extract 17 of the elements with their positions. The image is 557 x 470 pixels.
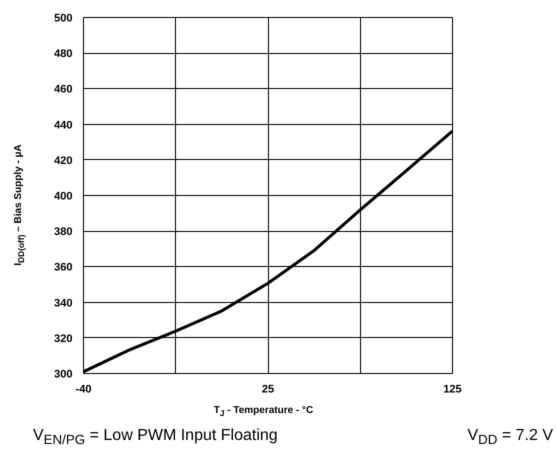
x-tick-label: -40 <box>76 384 92 396</box>
y-tick-label: 460 <box>54 84 73 96</box>
y-tick-label: 320 <box>54 332 73 345</box>
x-tick-label: 125 <box>443 384 462 396</box>
y-tick-label: 440 <box>54 119 73 132</box>
y-tick-label: 300 <box>54 368 73 380</box>
y-tick-label: 500 <box>54 12 73 24</box>
text: V$_{EN/PG}$ = Low PWM Input Floating <box>33 426 278 450</box>
y-tick-label: 480 <box>54 48 73 60</box>
x-tick-label: 25 <box>262 384 274 396</box>
text: V$_{DD}$ = 7.2 V <box>467 426 553 450</box>
y-tick-label: 340 <box>54 297 73 310</box>
x-axis-title: T$_{J}$ - Temperature - °C <box>212 404 314 420</box>
y-tick-label: 420 <box>54 154 73 167</box>
y-tick-label: 360 <box>54 262 73 274</box>
y-tick-label: 380 <box>54 226 73 238</box>
y-tick-label: 400 <box>54 190 73 202</box>
